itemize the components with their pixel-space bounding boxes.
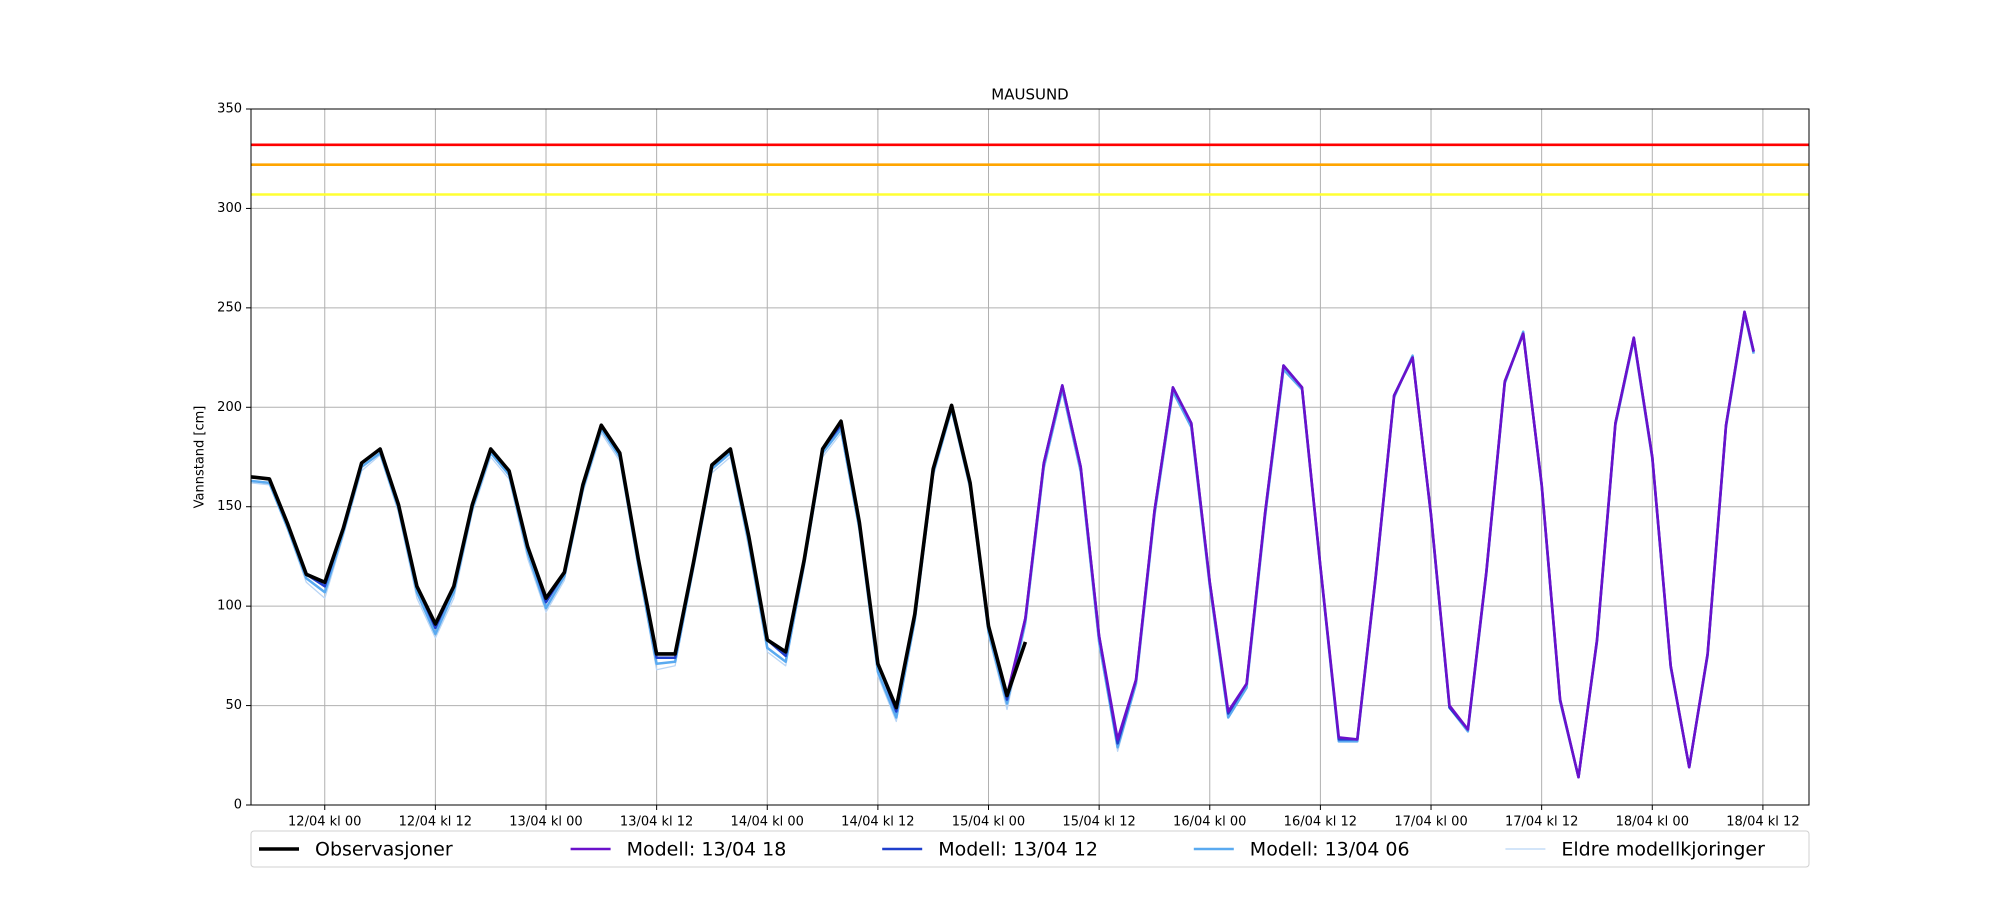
plot-frame [250,108,1810,806]
y-tick-label: 250 [217,300,242,315]
x-tick-label: 18/04 kl 00 [1616,815,1689,830]
x-tick-label: 17/04 kl 00 [1394,815,1467,830]
legend-label: Modell: 13/04 12 [938,839,1098,861]
chart-title: MAUSUND [991,86,1068,104]
series-line [251,403,1028,710]
x-tick-label: 13/04 kl 12 [620,815,693,830]
x-tick-label: 16/04 kl 12 [1284,815,1357,830]
x-tick-label: 12/04 kl 12 [399,815,472,830]
y-tick-label: 350 [217,102,242,117]
legend-box [250,830,1810,868]
x-tick-label: 14/04 kl 00 [731,815,804,830]
x-tick-label: 14/04 kl 12 [841,815,914,830]
y-tick-label: 100 [217,599,242,614]
x-tick-label: 18/04 kl 12 [1726,815,1799,830]
legend-label: Eldre modellkjoringer [1561,839,1765,861]
y-tick-label: 150 [217,499,242,514]
x-tick-label: 13/04 kl 00 [509,815,582,830]
x-tick-label: 16/04 kl 00 [1173,815,1246,830]
x-tick-label: 15/04 kl 00 [952,815,1025,830]
legend-label: Modell: 13/04 06 [1250,839,1410,861]
legend-label: Observasjoner [315,839,453,861]
legend-label: Modell: 13/04 18 [627,839,787,861]
y-tick-label: 200 [217,400,242,415]
x-tick-label: 17/04 kl 12 [1505,815,1578,830]
series-line [251,310,1755,779]
y-tick-label: 50 [225,698,242,713]
y-tick-label: 0 [234,798,242,813]
y-tick-label: 300 [217,201,242,216]
x-tick-label: 12/04 kl 00 [288,815,361,830]
x-tick-label: 15/04 kl 12 [1062,815,1135,830]
y-axis-label: Vannstand [cm] [193,406,208,509]
